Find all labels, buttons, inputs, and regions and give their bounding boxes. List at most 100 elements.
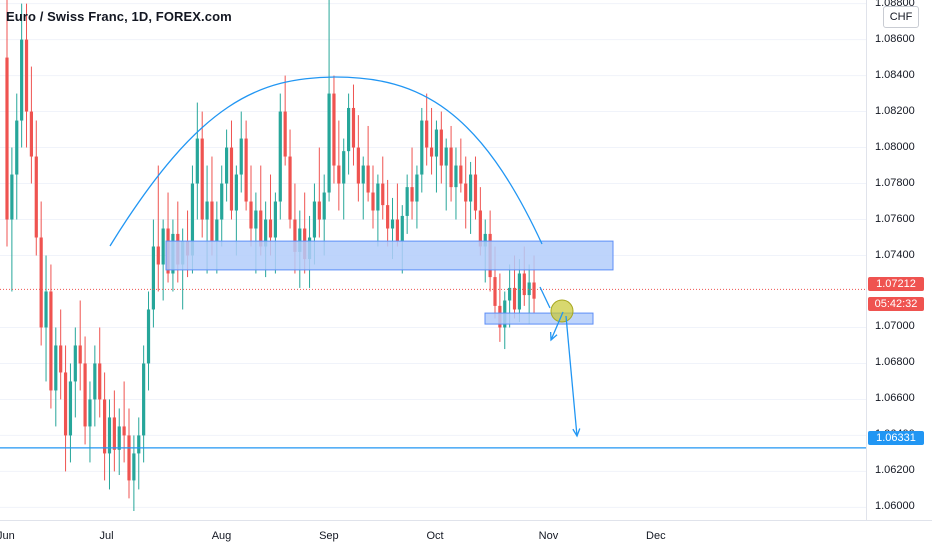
candle-up [54,345,58,391]
candle-down [293,219,297,252]
candle-down [532,282,536,299]
chart-title: Euro / Swiss Franc, 1D, FOREX.com [6,9,232,24]
candle-up [322,192,326,220]
candle-up [73,345,77,382]
candle-down [283,111,287,157]
candle-down [103,399,107,454]
countdown-badge: 05:42:32 [868,297,924,311]
currency-button[interactable]: CHF [883,6,919,28]
candle-down [478,210,482,247]
candle-up [220,183,224,220]
time-tick-label: Oct [426,530,444,542]
candle-down [288,156,292,220]
candle-down [371,192,375,211]
candle-up [390,219,395,229]
candle-down [268,219,273,238]
candle-down [337,165,341,184]
candle-up [15,120,19,175]
price-tick-label: 1.06000 [875,500,915,513]
candle-down [229,147,234,211]
candle-down [459,165,463,184]
candle-up [508,287,512,301]
projection-arrow-short [550,311,564,341]
time-tick-label: Jun [0,530,15,542]
projection-arrow-long-head [572,428,581,438]
price-tick-label: 1.07600 [875,212,915,225]
candle-down [351,107,356,148]
candle-up [361,165,365,184]
candle-up [517,273,521,310]
candle-down [156,246,160,265]
price-tick-label: 1.08800 [875,0,915,9]
candle-up [151,246,155,310]
support-zone [484,312,594,325]
price-tick-label: 1.07000 [875,320,915,333]
candle-up [483,233,487,247]
price-tick-label: 1.07400 [875,248,915,261]
candle-up [190,183,195,256]
candle-down [244,138,248,202]
projection-arrow-short-head [549,331,558,342]
last-price-badge: 1.07212 [868,277,924,291]
candle-down [410,187,414,202]
time-tick-label: Sep [319,530,339,542]
candle-up [137,435,141,454]
candle-down [78,345,82,364]
candle-down [5,57,9,220]
candle-up [264,219,268,247]
candle-up [342,151,346,184]
candle-up [142,363,146,436]
candle-up [161,228,165,265]
price-tick-label: 1.06600 [875,392,915,405]
candle-down [425,120,429,148]
candle-down [332,93,336,166]
candle-up [44,291,48,328]
candle-up [273,201,277,238]
candle-up [195,138,199,184]
candle-down [127,435,131,481]
time-tick-label: Aug [211,530,232,542]
candle-down [112,417,116,450]
candle-up [312,201,317,238]
candle-up [347,107,351,152]
candle-up [146,309,151,364]
candle-down [473,174,478,211]
candle-down [366,165,370,193]
candle-up [278,111,282,202]
candle-up [225,147,229,184]
candle-up [454,165,458,188]
candle-up [444,147,448,166]
candle-down [210,201,214,242]
time-tick-label: Dec [646,530,666,542]
candle-down [249,201,253,229]
time-axis[interactable] [0,520,932,551]
candle-down [395,219,399,242]
candle-down [49,291,53,391]
time-tick-label: Jul [99,530,114,542]
candle-down [449,147,453,188]
candle-up [132,453,136,481]
rounding-top-arc [109,76,543,247]
candle-up [376,183,380,211]
candle-down [429,147,434,157]
candle-down [39,237,43,328]
candle-down [34,156,38,238]
candle-down [439,129,443,166]
candle-up [405,187,409,216]
projection-arrow-long [565,315,578,437]
candle-up [469,174,473,202]
price-tick-label: 1.06800 [875,356,915,369]
candle-up [215,219,219,242]
candle-up [10,174,14,220]
candle-down [63,372,68,436]
candle-down [386,205,390,229]
candle-up [107,417,112,454]
candle-up [420,120,424,175]
candle-up [88,399,92,427]
candle-down [464,183,468,202]
price-tick-label: 1.08600 [875,32,915,45]
time-tick-label: Nov [538,530,559,542]
candle-down [200,138,204,220]
candle-up [254,210,258,229]
